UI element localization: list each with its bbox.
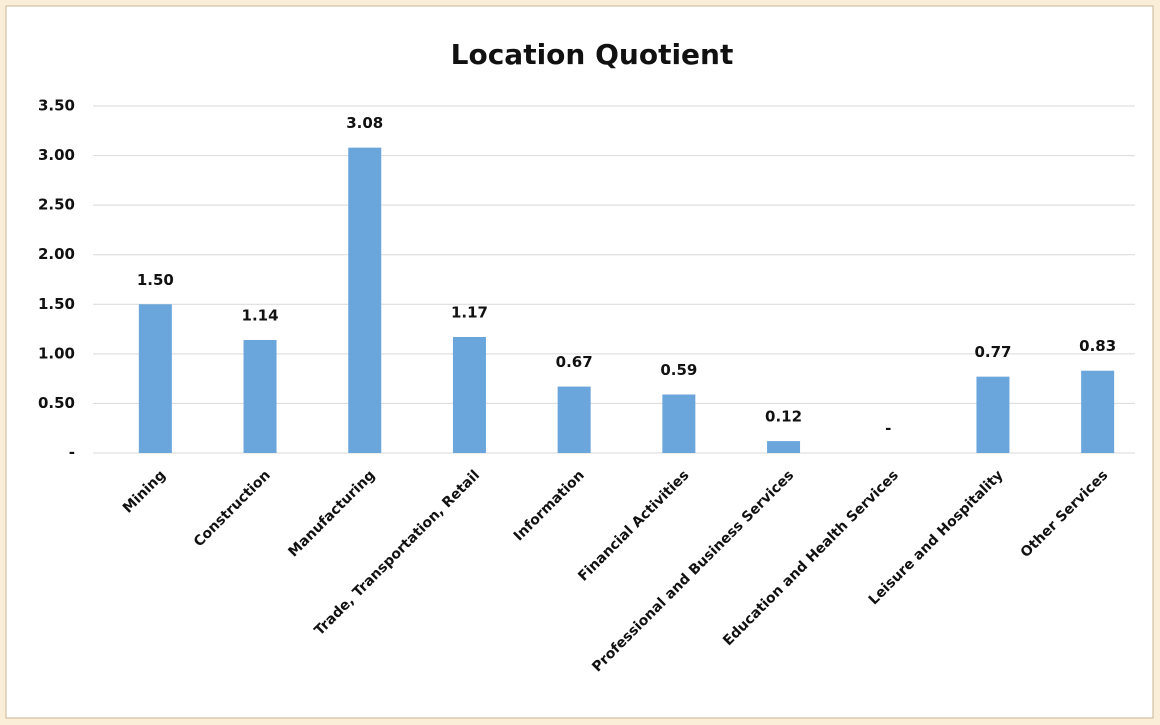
y-tick-label: 2.50 (38, 196, 75, 214)
chart-title: Location Quotient (451, 38, 734, 71)
bar (767, 441, 801, 453)
bar (557, 386, 591, 453)
bar (976, 376, 1010, 453)
y-tick-label: 3.00 (38, 146, 75, 164)
value-label: 1.50 (137, 271, 174, 289)
value-label: 3.08 (346, 114, 383, 132)
bar (452, 337, 486, 453)
chart-frame (5, 5, 1154, 719)
value-label: 1.14 (242, 306, 279, 324)
y-tick-label: 3.50 (38, 97, 75, 115)
y-tick-label: 1.00 (38, 344, 75, 362)
value-label: 0.83 (1079, 337, 1116, 355)
bar (138, 304, 172, 453)
value-label: 1.17 (451, 304, 488, 322)
bar (348, 147, 382, 453)
value-label: 0.12 (765, 408, 802, 426)
value-label: - (885, 420, 891, 438)
y-tick-label: 1.50 (38, 295, 75, 313)
y-tick-label: - (69, 444, 75, 462)
value-label: 0.59 (660, 361, 697, 379)
bar (1081, 370, 1115, 453)
y-tick-label: 2.00 (38, 245, 75, 263)
y-tick-label: 0.50 (38, 394, 75, 412)
value-label: 0.77 (974, 343, 1011, 361)
bar (243, 339, 277, 453)
bar (662, 394, 696, 453)
value-label: 0.67 (556, 353, 593, 371)
